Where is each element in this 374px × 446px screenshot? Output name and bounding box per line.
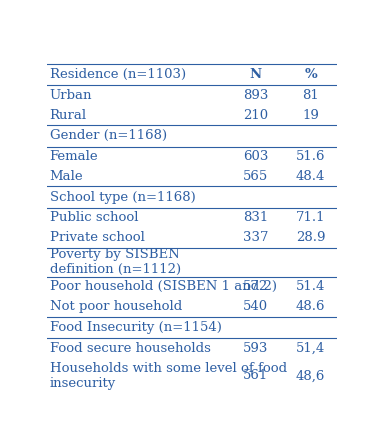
Text: Poor household (SISBEN 1 and 2): Poor household (SISBEN 1 and 2) (50, 281, 277, 293)
Text: Residence (n=1103): Residence (n=1103) (50, 68, 186, 81)
Text: School type (n=1168): School type (n=1168) (50, 191, 195, 204)
Text: Gender (n=1168): Gender (n=1168) (50, 129, 167, 142)
Text: 561: 561 (243, 369, 268, 382)
Text: Male: Male (50, 170, 83, 183)
Text: 593: 593 (243, 342, 268, 355)
Text: 337: 337 (243, 231, 268, 244)
Text: %: % (304, 68, 317, 81)
Text: 81: 81 (302, 89, 319, 102)
Text: 210: 210 (243, 109, 268, 122)
Text: 28.9: 28.9 (296, 231, 325, 244)
Text: Female: Female (50, 150, 98, 163)
Text: 603: 603 (243, 150, 268, 163)
Text: Not poor household: Not poor household (50, 300, 182, 314)
Text: 51,4: 51,4 (296, 342, 325, 355)
Text: 893: 893 (243, 89, 268, 102)
Text: 540: 540 (243, 300, 268, 314)
Text: 19: 19 (302, 109, 319, 122)
Text: 565: 565 (243, 170, 268, 183)
Text: 71.1: 71.1 (296, 211, 325, 224)
Text: 51.6: 51.6 (296, 150, 325, 163)
Text: 48,6: 48,6 (296, 369, 325, 382)
Text: 48.4: 48.4 (296, 170, 325, 183)
Text: Food secure households: Food secure households (50, 342, 211, 355)
Text: Public school: Public school (50, 211, 138, 224)
Text: 48.6: 48.6 (296, 300, 325, 314)
Text: Rural: Rural (50, 109, 87, 122)
Text: 51.4: 51.4 (296, 281, 325, 293)
Text: N: N (249, 68, 261, 81)
Text: 831: 831 (243, 211, 268, 224)
Text: Private school: Private school (50, 231, 144, 244)
Text: Households with some level of food
insecurity: Households with some level of food insec… (50, 362, 287, 390)
Text: Poverty by SISBEN
definition (n=1112): Poverty by SISBEN definition (n=1112) (50, 248, 181, 277)
Text: Food Insecurity (n=1154): Food Insecurity (n=1154) (50, 321, 221, 334)
Text: Urban: Urban (50, 89, 92, 102)
Text: 572: 572 (243, 281, 268, 293)
